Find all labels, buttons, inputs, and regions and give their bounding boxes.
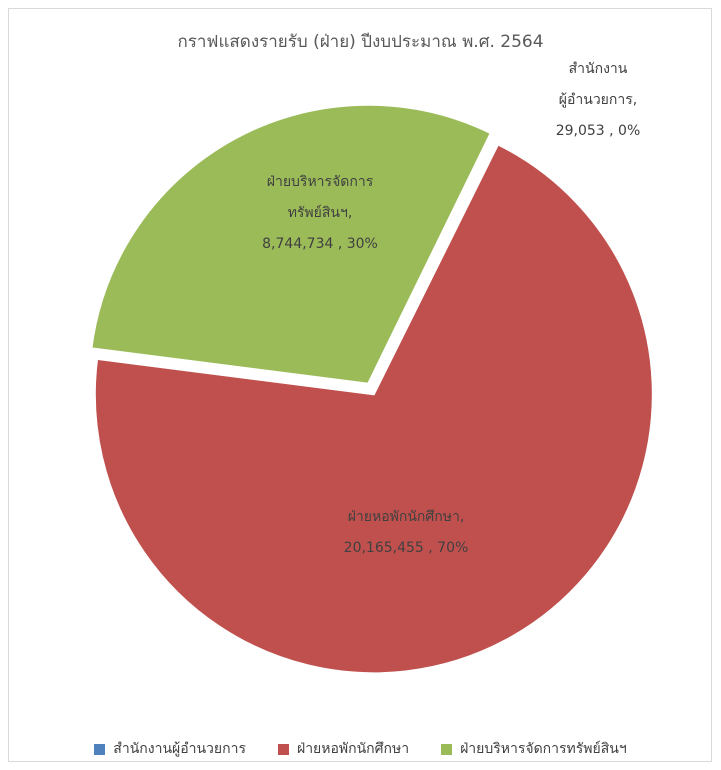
legend-label-property: ฝ่ายบริหารจัดการทรัพย์สินฯ bbox=[460, 741, 627, 757]
label-dormitory: ฝ่ายหอพักนักศึกษา, 20,165,455 , 70% bbox=[344, 509, 469, 556]
chart-legend: สำนักงานผู้อำนวยการ ฝ่ายหอพักนักศึกษา ฝ่… bbox=[0, 738, 721, 760]
slice-property bbox=[90, 103, 493, 385]
chart-title: กราฟแสดงรายรับ (ฝ่าย) ปีงบประมาณ พ.ศ. 25… bbox=[177, 32, 544, 52]
legend-label-dormitory: ฝ่ายหอพักนักศึกษา bbox=[296, 741, 410, 757]
legend-swatch-dormitory bbox=[277, 743, 289, 755]
label-property: ฝ่ายบริหารจัดการทรัพย์สินฯ, 8,744,734 , 3… bbox=[262, 174, 378, 252]
legend-item-property: ฝ่ายบริหารจัดการทรัพย์สินฯ bbox=[441, 738, 627, 760]
legend-swatch-office bbox=[94, 743, 106, 755]
legend-label-office: สำนักงานผู้อำนวยการ bbox=[113, 741, 246, 757]
legend-item-dormitory: ฝ่ายหอพักนักศึกษา bbox=[277, 738, 410, 760]
slice-office bbox=[372, 131, 500, 385]
legend-item-office: สำนักงานผู้อำนวยการ bbox=[94, 738, 246, 760]
label-office: สำนักงานผู้อำนวยการ, 29,053 , 0% bbox=[556, 61, 641, 139]
slice-dormitory bbox=[93, 143, 654, 675]
legend-swatch-property bbox=[441, 743, 453, 755]
